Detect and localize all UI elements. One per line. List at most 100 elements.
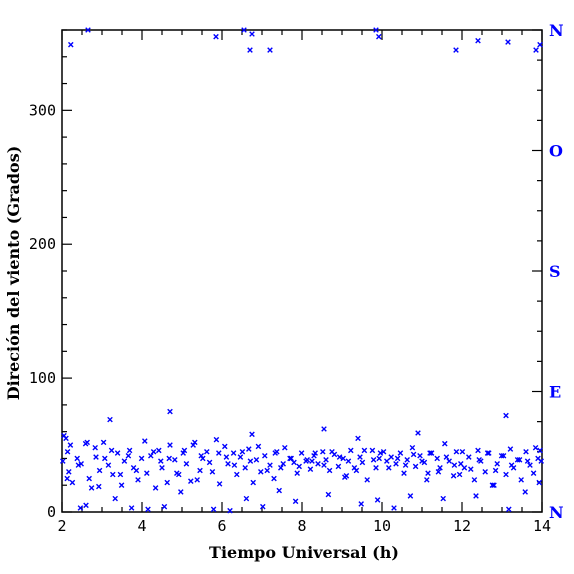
- data-point: [247, 47, 253, 53]
- data-point: [348, 447, 354, 454]
- data-point: [213, 33, 219, 40]
- data-point: [484, 450, 491, 456]
- data-point: [271, 475, 277, 482]
- data-point: [364, 477, 370, 483]
- data-point: [530, 470, 537, 476]
- data-point: [222, 443, 228, 450]
- data-point: [459, 448, 466, 455]
- data-point: [345, 458, 352, 464]
- data-point: [397, 450, 404, 456]
- data-point: [294, 470, 300, 476]
- data-point: [152, 485, 159, 491]
- data-point: [260, 503, 266, 510]
- data-point: [164, 479, 170, 486]
- data-point: [121, 458, 128, 464]
- data-point: [309, 458, 315, 464]
- data-point: [209, 469, 216, 475]
- data-point: [376, 455, 382, 462]
- data-point: [64, 448, 71, 455]
- data-point: [66, 469, 72, 475]
- data-point: [373, 465, 379, 471]
- data-point: [249, 31, 255, 37]
- x-tick-label: 12: [453, 517, 471, 535]
- data-point: [427, 450, 433, 456]
- data-point: [304, 456, 310, 463]
- data-point: [537, 41, 543, 48]
- data-point: [407, 493, 414, 499]
- data-point: [388, 454, 394, 460]
- data-point: [243, 495, 250, 502]
- data-point: [307, 466, 314, 472]
- data-point: [369, 447, 376, 454]
- data-point: [503, 412, 509, 419]
- data-point: [498, 452, 505, 459]
- data-point: [159, 465, 165, 471]
- data-point: [234, 471, 240, 478]
- data-point: [105, 462, 112, 468]
- data-point: [64, 475, 70, 482]
- y-tick-label: 0: [47, 503, 56, 521]
- data-point: [253, 456, 260, 463]
- data-point: [323, 456, 329, 463]
- data-point: [518, 477, 524, 483]
- data-point: [282, 444, 288, 451]
- data-point: [112, 495, 118, 502]
- data-point: [527, 462, 533, 468]
- data-point: [428, 450, 435, 456]
- data-point: [144, 470, 150, 476]
- data-point: [258, 469, 264, 475]
- data-point: [86, 475, 92, 482]
- data-point: [473, 493, 479, 499]
- data-point: [291, 459, 297, 466]
- data-point: [250, 479, 256, 486]
- data-point: [117, 471, 124, 478]
- compass-label: N: [549, 21, 564, 40]
- x-axis-title: Tiempo Universal (h): [209, 543, 399, 562]
- compass-label: S: [549, 262, 561, 281]
- data-point: [320, 448, 326, 455]
- data-point: [216, 481, 223, 487]
- data-point: [500, 452, 507, 459]
- scatter-points: [60, 27, 544, 514]
- data-point: [288, 455, 294, 462]
- data-point: [394, 455, 401, 462]
- data-point: [230, 450, 237, 456]
- data-point: [494, 461, 500, 467]
- data-point: [190, 442, 196, 448]
- data-point: [523, 448, 529, 455]
- data-point: [361, 447, 368, 454]
- data-point: [321, 462, 327, 468]
- data-point: [489, 482, 496, 489]
- data-point: [384, 458, 390, 464]
- data-point: [133, 467, 140, 474]
- data-point: [482, 469, 488, 475]
- y-tick-labels: 0 100 200 300: [29, 101, 56, 521]
- data-point: [102, 455, 108, 462]
- data-point: [192, 439, 198, 446]
- data-point: [267, 462, 273, 468]
- data-point: [376, 33, 382, 40]
- data-point: [537, 447, 543, 454]
- x-tick-labels: 2 4 6 8 10 12 14: [57, 517, 551, 535]
- data-point: [401, 470, 407, 476]
- data-point: [231, 462, 238, 468]
- data-point: [75, 462, 82, 468]
- data-point: [178, 489, 184, 495]
- data-point: [453, 448, 460, 455]
- data-point: [276, 487, 282, 494]
- data-point: [61, 432, 67, 439]
- data-point: [312, 450, 318, 456]
- y-axis-ticks: [62, 29, 542, 513]
- data-point: [437, 465, 443, 471]
- data-point: [415, 430, 421, 436]
- data-point: [443, 454, 450, 460]
- data-point: [237, 454, 244, 460]
- data-point: [524, 458, 531, 464]
- data-point: [158, 458, 164, 464]
- data-point: [216, 450, 222, 456]
- data-point: [93, 454, 99, 460]
- data-point: [335, 463, 342, 470]
- data-point: [373, 27, 379, 33]
- data-point: [210, 506, 217, 513]
